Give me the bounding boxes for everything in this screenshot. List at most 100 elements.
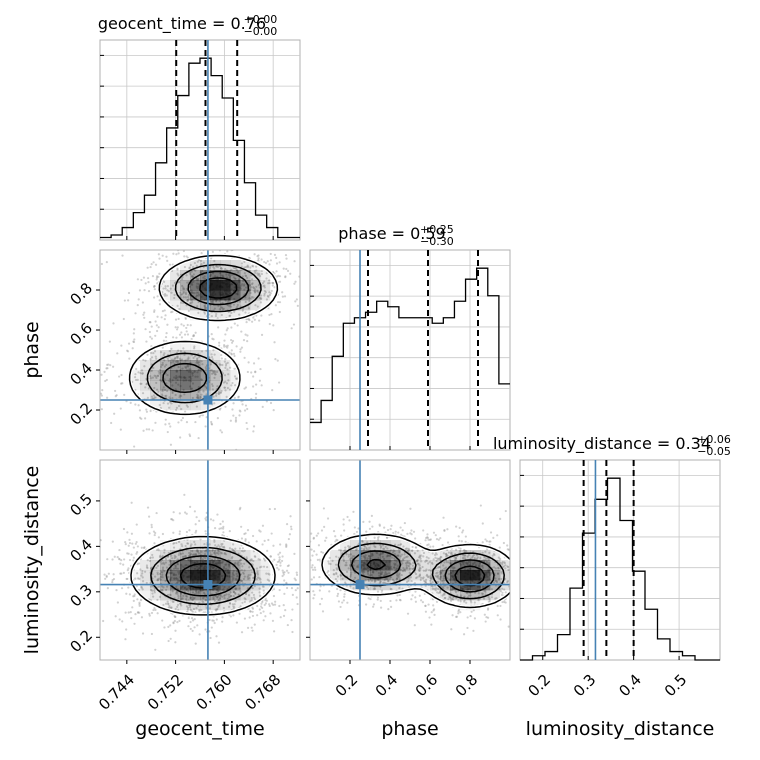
scatter-point [141, 372, 144, 375]
scatter-point [196, 550, 200, 553]
scatter-point [199, 395, 202, 399]
density-cell [200, 350, 211, 361]
scatter-point [512, 551, 514, 553]
scatter-point [153, 374, 156, 377]
scatter-point [203, 304, 206, 307]
scatter-point [251, 629, 254, 632]
scatter-point [146, 353, 149, 356]
density-cell [170, 400, 181, 411]
scatter-point [244, 592, 248, 595]
scatter-point [482, 597, 486, 600]
scatter-point [186, 358, 189, 361]
scatter-point [481, 541, 484, 544]
scatter-point [156, 598, 159, 602]
scatter-point [103, 573, 106, 576]
scatter-point [223, 546, 226, 549]
scatter-point [514, 548, 516, 550]
scatter-point [235, 570, 239, 573]
scatter-point [106, 396, 109, 399]
scatter-point [183, 393, 186, 396]
scatter-point [251, 610, 254, 613]
scatter-point [245, 421, 248, 425]
scatter-point [139, 568, 142, 571]
scatter-point [270, 289, 273, 292]
scatter-point [243, 562, 246, 565]
scatter-point [266, 565, 269, 569]
density-cell [150, 380, 161, 391]
scatter-point [119, 562, 122, 565]
scatter-point [118, 558, 121, 561]
scatter-point [461, 529, 465, 532]
scatter-point [246, 427, 249, 430]
scatter-point [232, 574, 235, 577]
scatter-point [199, 270, 202, 274]
scatter-point [191, 301, 194, 304]
scatter-point [203, 275, 206, 278]
scatter-point [163, 280, 166, 283]
scatter-point [180, 543, 183, 546]
scatter-point [192, 597, 195, 600]
scatter-point [105, 261, 108, 264]
scatter-point [142, 313, 145, 316]
scatter-point [464, 535, 467, 538]
scatter-point [405, 564, 408, 567]
scatter-point [144, 386, 147, 389]
scatter-point [252, 425, 256, 428]
scatter-point [422, 529, 425, 532]
scatter-point [244, 311, 247, 314]
scatter-point [126, 349, 129, 352]
scatter-point [432, 604, 435, 607]
density-cell [220, 380, 231, 391]
scatter-point [266, 294, 269, 298]
contour-level [150, 546, 256, 605]
scatter-point [143, 311, 146, 314]
scatter-point [322, 507, 325, 510]
scatter-point [161, 310, 165, 313]
scatter-point [146, 277, 150, 280]
scatter-point [428, 569, 431, 572]
scatter-point [154, 531, 157, 535]
scatter-point [194, 642, 197, 645]
scatter-point [230, 349, 233, 352]
scatter-point [278, 604, 281, 608]
scatter-point [197, 277, 200, 281]
scatter-point [291, 593, 294, 596]
scatter-point [218, 363, 221, 366]
scatter-point [151, 274, 155, 278]
scatter-point [264, 599, 267, 602]
scatter-point [273, 241, 275, 243]
scatter-point [185, 599, 188, 602]
scatter-point [511, 569, 513, 571]
scatter-point [192, 607, 196, 611]
scatter-point [279, 616, 282, 619]
scatter-point [278, 301, 282, 304]
scatter-point [252, 385, 255, 388]
scatter-point [144, 359, 147, 362]
scatter-point [229, 594, 233, 598]
scatter-point [457, 535, 460, 538]
scatter-point [250, 596, 253, 600]
density-cell [180, 590, 191, 601]
scatter-point [243, 600, 246, 603]
scatter-point [190, 553, 193, 556]
scatter-point [132, 546, 135, 549]
scatter-point [178, 333, 182, 336]
scatter-point [190, 598, 194, 601]
scatter-point [376, 598, 379, 601]
scatter-point [250, 371, 253, 374]
scatter-point [325, 536, 328, 539]
density-cell [230, 550, 241, 561]
density-cell [210, 280, 221, 291]
density-cell [260, 560, 271, 571]
scatter-point [302, 588, 304, 590]
scatter-point [157, 390, 160, 393]
scatter-point [184, 296, 187, 299]
scatter-point [171, 391, 174, 395]
scatter-point [197, 397, 200, 400]
scatter-point [265, 599, 268, 602]
scatter-point [186, 542, 190, 545]
density-cell [230, 540, 241, 551]
scatter-point [217, 392, 220, 395]
scatter-point [318, 575, 321, 579]
scatter-point [249, 291, 252, 295]
